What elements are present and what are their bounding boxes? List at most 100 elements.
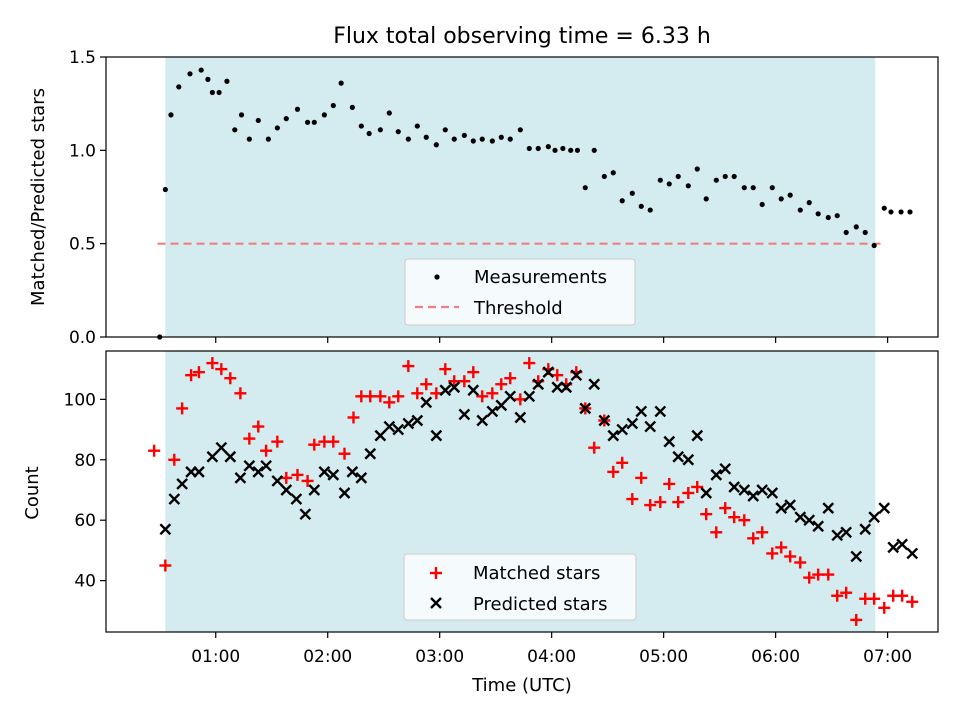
y-tick-label: 1.0 bbox=[69, 141, 96, 161]
predicted-star-point bbox=[532, 378, 545, 391]
predicted-star-point bbox=[271, 475, 284, 487]
predicted-star-point bbox=[719, 462, 732, 475]
measurement-point bbox=[470, 138, 476, 144]
predicted-star-point bbox=[616, 423, 629, 436]
predicted-star-point bbox=[383, 420, 396, 433]
measurement-point bbox=[304, 119, 311, 125]
predicted-star-point bbox=[430, 429, 443, 442]
measurement-point bbox=[545, 144, 551, 150]
matched-star-point bbox=[812, 568, 825, 581]
measurement-point bbox=[574, 147, 581, 153]
matched-star-point bbox=[700, 508, 713, 521]
matched-star-point bbox=[616, 456, 629, 469]
matched-star-point bbox=[252, 420, 265, 433]
predicted-star-point bbox=[700, 487, 713, 499]
measurement-point bbox=[162, 186, 168, 193]
legend-measurements-label: Measurements bbox=[474, 267, 607, 288]
ratio-y-axis-label: Matched/Predicted stars bbox=[28, 88, 49, 306]
predicted-star-point bbox=[290, 493, 303, 505]
predicted-star-point bbox=[176, 478, 188, 490]
measurement-point bbox=[265, 136, 271, 142]
measurement-point bbox=[853, 224, 859, 230]
predicted-star-point bbox=[495, 399, 508, 412]
predicted-star-point bbox=[338, 487, 351, 499]
predicted-star-point bbox=[747, 490, 760, 502]
measurement-point bbox=[489, 138, 495, 144]
matched-star-point bbox=[803, 571, 816, 584]
measurement-point bbox=[479, 136, 485, 142]
panel-ratio: 0.0 0.5 1.0 1.5 Matched/Predicted stars bbox=[28, 48, 939, 348]
measurement-point bbox=[871, 242, 877, 249]
measurement-point bbox=[787, 192, 793, 198]
predicted-star-point bbox=[775, 502, 788, 514]
measurement-point bbox=[568, 147, 574, 153]
matched-star-point bbox=[234, 387, 247, 400]
panel-frame-bottom bbox=[105, 350, 939, 633]
matched-star-point bbox=[411, 387, 424, 400]
predicted-star-point bbox=[644, 420, 657, 433]
matched-star-point bbox=[301, 474, 314, 487]
matched-star-point bbox=[308, 438, 321, 451]
measurement-point bbox=[358, 123, 364, 129]
measurement-point bbox=[638, 203, 644, 209]
predicted-star-point bbox=[476, 414, 489, 427]
predicted-star-point bbox=[672, 450, 685, 463]
matched-star-point bbox=[682, 487, 695, 500]
legend-predicted-marker bbox=[430, 597, 442, 609]
measurement-point bbox=[442, 127, 448, 133]
predicted-star-point bbox=[374, 429, 387, 442]
predicted-star-point bbox=[896, 538, 909, 551]
matched-star-point bbox=[159, 559, 172, 572]
predicted-star-point bbox=[243, 459, 256, 472]
predicted-star-point bbox=[159, 523, 172, 536]
measurement-point bbox=[377, 127, 383, 133]
predicted-star-point bbox=[542, 366, 555, 378]
predicted-star-point bbox=[663, 435, 676, 448]
measurement-point bbox=[395, 129, 401, 135]
measurement-point bbox=[666, 181, 672, 187]
predicted-star-point bbox=[579, 402, 592, 415]
x-tick-label: 05:00 bbox=[639, 647, 688, 667]
measurement-point bbox=[750, 185, 756, 191]
predicted-star-point bbox=[822, 502, 835, 514]
matched-star-point bbox=[784, 550, 797, 563]
predicted-star-point bbox=[691, 429, 704, 442]
matched-star-point bbox=[420, 378, 433, 391]
matched-star-point bbox=[327, 435, 340, 448]
matched-star-point bbox=[906, 595, 919, 608]
predicted-star-point bbox=[206, 450, 219, 463]
predicted-star-point bbox=[299, 508, 312, 521]
matched-star-point bbox=[271, 435, 284, 448]
predicted-star-point bbox=[878, 502, 891, 514]
measurement-point bbox=[591, 147, 597, 153]
measurement-point bbox=[610, 170, 616, 176]
measurement-point bbox=[815, 211, 821, 217]
matched-star-point bbox=[822, 568, 835, 581]
predicted-star-point bbox=[626, 417, 639, 430]
x-tick-label: 01:00 bbox=[191, 647, 240, 667]
predicted-star-point bbox=[402, 417, 415, 430]
measurement-point bbox=[209, 89, 215, 96]
matched-star-point bbox=[430, 387, 443, 400]
matched-star-point bbox=[495, 378, 508, 391]
x-tick-label: 06:00 bbox=[751, 647, 800, 667]
legend-matched-marker bbox=[430, 567, 442, 579]
predicted-star-point bbox=[215, 441, 228, 454]
measurement-point bbox=[461, 132, 467, 138]
predicted-star-point bbox=[346, 466, 359, 478]
measurement-point bbox=[731, 173, 737, 180]
y-tick-label: 80 bbox=[74, 451, 96, 471]
matched-star-point bbox=[728, 511, 741, 524]
matched-star-point bbox=[850, 613, 863, 626]
legend-measurements-marker bbox=[434, 274, 440, 280]
matched-star-point bbox=[176, 402, 189, 415]
matched-star-point bbox=[402, 360, 415, 373]
predicted-star-point bbox=[784, 499, 797, 511]
predicted-star-point bbox=[570, 369, 583, 382]
predicted-star-point bbox=[448, 381, 461, 394]
measurement-point bbox=[232, 127, 238, 133]
measurement-point bbox=[741, 185, 747, 191]
predicted-star-point bbox=[812, 520, 825, 533]
predicted-star-point bbox=[738, 484, 751, 496]
